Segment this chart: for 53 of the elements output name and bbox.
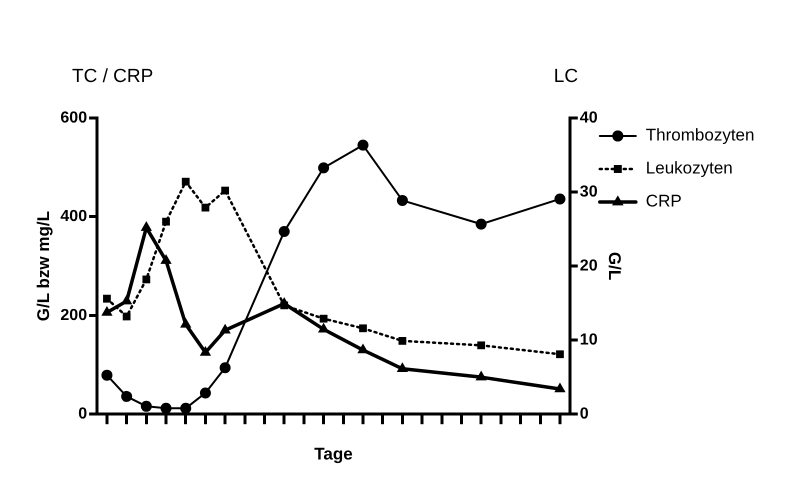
point	[359, 324, 367, 332]
point	[556, 350, 564, 358]
y2-tick-label: 20	[580, 258, 598, 275]
point	[121, 390, 132, 402]
point	[320, 314, 328, 323]
legend-label: CRP	[646, 192, 682, 211]
x-axis-title: Tage	[314, 444, 353, 464]
y2-tick-label: 0	[580, 406, 589, 423]
point	[221, 186, 230, 194]
point	[202, 204, 210, 212]
point	[142, 276, 150, 284]
point	[103, 294, 111, 303]
point	[180, 402, 192, 414]
legend-label: Thrombozyten	[646, 126, 754, 145]
y-tick-label: 400	[60, 208, 88, 226]
point	[477, 341, 486, 350]
y-tick-label: 600	[60, 109, 88, 126]
point	[200, 387, 211, 398]
text: LC	[554, 66, 578, 87]
y-tick-label: 0	[78, 406, 88, 423]
point	[554, 193, 566, 204]
point	[396, 194, 408, 206]
y-axis-title: G/L bzw mg/L	[34, 211, 53, 322]
point	[182, 178, 190, 186]
point	[180, 318, 192, 328]
y2-tick-label: 10	[580, 332, 598, 349]
point	[554, 382, 566, 392]
point	[357, 140, 368, 151]
point	[121, 294, 132, 304]
y-tick-label: 200	[60, 306, 88, 324]
point	[101, 306, 113, 316]
point	[220, 362, 231, 374]
point	[398, 337, 406, 345]
point	[318, 162, 330, 174]
point	[318, 322, 330, 333]
point	[101, 370, 112, 381]
point	[140, 221, 152, 231]
point	[396, 362, 408, 372]
point	[160, 254, 172, 264]
point	[140, 400, 152, 412]
point	[476, 218, 487, 230]
point	[476, 370, 487, 380]
text: TC / CRP	[72, 66, 154, 87]
point	[162, 218, 170, 226]
y2-axis-title: G/L	[605, 252, 624, 280]
point	[160, 402, 172, 414]
point	[278, 226, 290, 238]
point	[200, 346, 212, 356]
point	[122, 312, 131, 320]
y2-tick-label: 30	[580, 183, 598, 200]
legend-label: Leukozyten	[646, 158, 733, 178]
y2-tick-label: 40	[580, 109, 598, 126]
point	[219, 324, 231, 334]
